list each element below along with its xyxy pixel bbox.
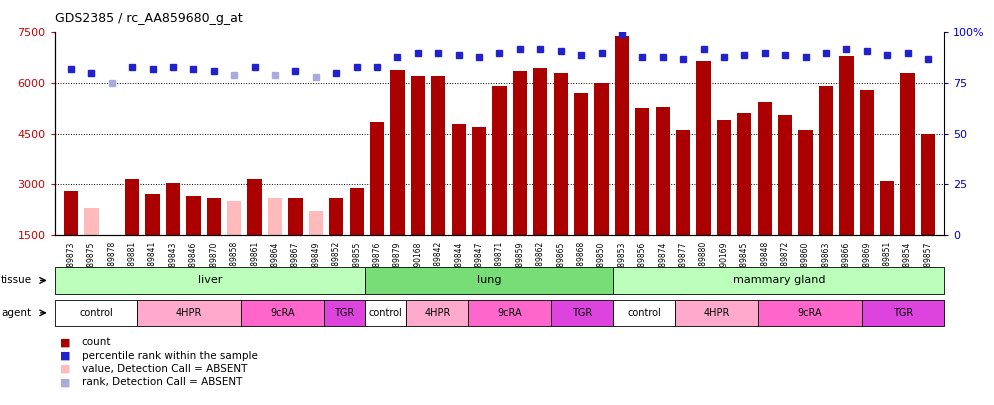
- Bar: [492, 86, 507, 235]
- Text: ■: ■: [60, 337, 71, 347]
- Bar: [370, 122, 385, 235]
- Bar: [594, 83, 608, 235]
- Bar: [860, 90, 874, 235]
- Bar: [451, 124, 466, 235]
- Text: 9cRA: 9cRA: [270, 308, 294, 318]
- Bar: [207, 198, 221, 235]
- Text: 4HPR: 4HPR: [176, 308, 203, 318]
- Bar: [614, 36, 629, 235]
- Bar: [554, 73, 568, 235]
- Text: percentile rank within the sample: percentile rank within the sample: [82, 351, 257, 360]
- Bar: [350, 188, 364, 235]
- Bar: [738, 113, 751, 235]
- Text: liver: liver: [198, 275, 222, 286]
- Text: ■: ■: [60, 364, 71, 374]
- Bar: [920, 134, 935, 235]
- Bar: [288, 198, 302, 235]
- Text: TGR: TGR: [334, 308, 355, 318]
- Bar: [717, 120, 731, 235]
- Bar: [819, 86, 833, 235]
- Text: TGR: TGR: [573, 308, 592, 318]
- Bar: [411, 76, 425, 235]
- Bar: [901, 73, 914, 235]
- Bar: [145, 194, 160, 235]
- Text: value, Detection Call = ABSENT: value, Detection Call = ABSENT: [82, 364, 247, 374]
- Bar: [268, 198, 282, 235]
- Bar: [635, 109, 649, 235]
- Bar: [472, 127, 486, 235]
- Bar: [798, 130, 813, 235]
- Text: lung: lung: [477, 275, 501, 286]
- Text: agent: agent: [1, 308, 31, 318]
- Bar: [880, 181, 895, 235]
- Text: 4HPR: 4HPR: [424, 308, 450, 318]
- Bar: [329, 198, 343, 235]
- Bar: [125, 179, 139, 235]
- Bar: [574, 93, 588, 235]
- Text: 9cRA: 9cRA: [498, 308, 522, 318]
- Text: ■: ■: [60, 351, 71, 360]
- Bar: [757, 102, 772, 235]
- Bar: [309, 211, 323, 235]
- Bar: [697, 61, 711, 235]
- Text: 9cRA: 9cRA: [797, 308, 822, 318]
- Text: rank, Detection Call = ABSENT: rank, Detection Call = ABSENT: [82, 377, 242, 387]
- Bar: [513, 71, 527, 235]
- Text: 4HPR: 4HPR: [704, 308, 730, 318]
- Bar: [839, 56, 854, 235]
- Text: GDS2385 / rc_AA859680_g_at: GDS2385 / rc_AA859680_g_at: [55, 12, 243, 25]
- Text: TGR: TGR: [893, 308, 913, 318]
- Text: mammary gland: mammary gland: [733, 275, 825, 286]
- Bar: [186, 196, 201, 235]
- Bar: [64, 191, 79, 235]
- Bar: [84, 208, 98, 235]
- Text: control: control: [627, 308, 661, 318]
- Text: control: control: [369, 308, 403, 318]
- Bar: [778, 115, 792, 235]
- Bar: [676, 130, 690, 235]
- Bar: [248, 179, 261, 235]
- Bar: [227, 201, 242, 235]
- Text: ■: ■: [60, 377, 71, 387]
- Text: control: control: [80, 308, 113, 318]
- Bar: [166, 183, 180, 235]
- Bar: [391, 70, 405, 235]
- Bar: [656, 107, 670, 235]
- Bar: [431, 76, 445, 235]
- Text: tissue: tissue: [1, 275, 32, 286]
- Bar: [533, 68, 548, 235]
- Text: count: count: [82, 337, 111, 347]
